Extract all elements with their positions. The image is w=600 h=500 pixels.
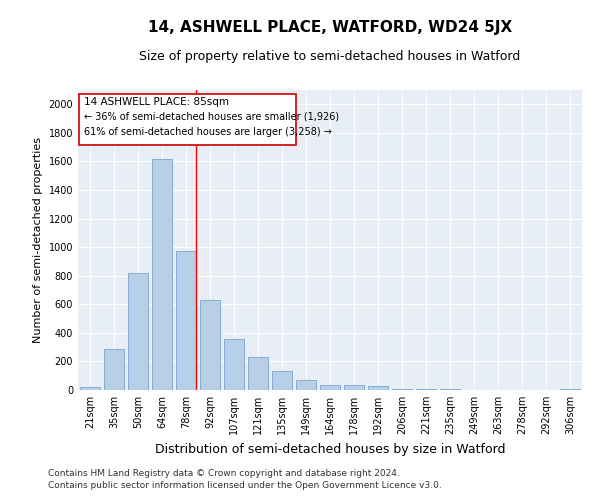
Bar xyxy=(416,388,436,390)
Text: Contains HM Land Registry data © Crown copyright and database right 2024.: Contains HM Land Registry data © Crown c… xyxy=(48,468,400,477)
Bar xyxy=(272,372,292,390)
Bar xyxy=(344,385,364,390)
Text: ← 36% of semi-detached houses are smaller (1,926): ← 36% of semi-detached houses are smalle… xyxy=(84,112,339,122)
FancyBboxPatch shape xyxy=(79,94,296,145)
Y-axis label: Number of semi-detached properties: Number of semi-detached properties xyxy=(33,137,43,343)
Bar xyxy=(128,273,148,390)
Bar xyxy=(200,300,220,390)
Text: 14 ASHWELL PLACE: 85sqm: 14 ASHWELL PLACE: 85sqm xyxy=(84,97,229,107)
Bar xyxy=(248,357,268,390)
Text: 61% of semi-detached houses are larger (3,258) →: 61% of semi-detached houses are larger (… xyxy=(84,127,332,137)
Text: Contains public sector information licensed under the Open Government Licence v3: Contains public sector information licen… xyxy=(48,481,442,490)
Bar xyxy=(152,158,172,390)
Bar xyxy=(320,385,340,390)
Bar xyxy=(368,386,388,390)
X-axis label: Distribution of semi-detached houses by size in Watford: Distribution of semi-detached houses by … xyxy=(155,442,505,456)
Text: Size of property relative to semi-detached houses in Watford: Size of property relative to semi-detach… xyxy=(139,50,521,63)
Text: 14, ASHWELL PLACE, WATFORD, WD24 5JX: 14, ASHWELL PLACE, WATFORD, WD24 5JX xyxy=(148,20,512,35)
Bar xyxy=(80,387,100,390)
Bar xyxy=(560,389,580,390)
Bar xyxy=(176,252,196,390)
Bar xyxy=(392,388,412,390)
Bar xyxy=(224,338,244,390)
Bar xyxy=(104,348,124,390)
Bar xyxy=(296,380,316,390)
